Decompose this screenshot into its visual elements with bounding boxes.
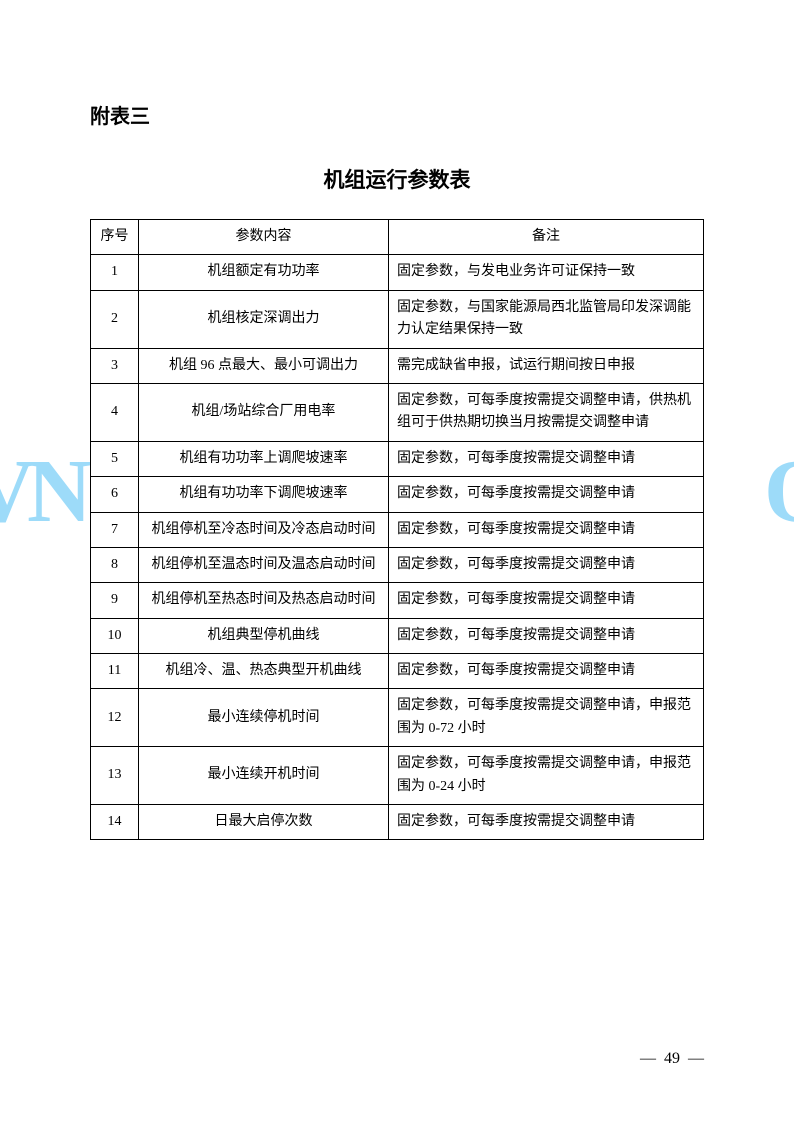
cell-remark: 固定参数，可每季度按需提交调整申请 — [389, 805, 704, 840]
cell-seq: 4 — [91, 383, 139, 441]
cell-remark: 固定参数，可每季度按需提交调整申请，申报范围为 0-24 小时 — [389, 747, 704, 805]
footer-dash-left: — — [640, 1050, 656, 1067]
cell-remark: 固定参数，可每季度按需提交调整申请 — [389, 547, 704, 582]
table-row: 5 机组有功功率上调爬坡速率 固定参数，可每季度按需提交调整申请 — [91, 441, 704, 476]
page-title: 机组运行参数表 — [90, 164, 704, 194]
cell-seq: 12 — [91, 689, 139, 747]
cell-remark: 固定参数，可每季度按需提交调整申请 — [389, 618, 704, 653]
cell-param: 机组核定深调出力 — [139, 290, 389, 348]
cell-param: 机组 96 点最大、最小可调出力 — [139, 348, 389, 383]
table-body: 1 机组额定有功功率 固定参数，与发电业务许可证保持一致 2 机组核定深调出力 … — [91, 255, 704, 840]
table-row: 12 最小连续停机时间 固定参数，可每季度按需提交调整申请，申报范围为 0-72… — [91, 689, 704, 747]
page-footer: — 49 — — [640, 1050, 704, 1068]
cell-param: 机组额定有功功率 — [139, 255, 389, 290]
header-param: 参数内容 — [139, 220, 389, 255]
section-label: 附表三 — [90, 100, 704, 129]
cell-seq: 6 — [91, 477, 139, 512]
table-row: 7 机组停机至冷态时间及冷态启动时间 固定参数，可每季度按需提交调整申请 — [91, 512, 704, 547]
cell-param: 机组停机至热态时间及热态启动时间 — [139, 583, 389, 618]
cell-seq: 10 — [91, 618, 139, 653]
cell-param: 最小连续停机时间 — [139, 689, 389, 747]
cell-seq: 8 — [91, 547, 139, 582]
cell-param: 最小连续开机时间 — [139, 747, 389, 805]
cell-seq: 1 — [91, 255, 139, 290]
cell-param: 机组冷、温、热态典型开机曲线 — [139, 654, 389, 689]
cell-param: 机组有功功率上调爬坡速率 — [139, 441, 389, 476]
cell-seq: 2 — [91, 290, 139, 348]
cell-param: 机组停机至冷态时间及冷态启动时间 — [139, 512, 389, 547]
table-row: 4 机组/场站综合厂用电率 固定参数，可每季度按需提交调整申请，供热机组可于供热… — [91, 383, 704, 441]
table-row: 1 机组额定有功功率 固定参数，与发电业务许可证保持一致 — [91, 255, 704, 290]
cell-seq: 14 — [91, 805, 139, 840]
cell-seq: 11 — [91, 654, 139, 689]
cell-param: 机组停机至温态时间及温态启动时间 — [139, 547, 389, 582]
table-row: 9 机组停机至热态时间及热态启动时间 固定参数，可每季度按需提交调整申请 — [91, 583, 704, 618]
footer-dash-right: — — [688, 1050, 704, 1067]
cell-remark: 需完成缺省申报，试运行期间按日申报 — [389, 348, 704, 383]
table-row: 10 机组典型停机曲线 固定参数，可每季度按需提交调整申请 — [91, 618, 704, 653]
page-number: 49 — [664, 1050, 680, 1067]
cell-remark: 固定参数，可每季度按需提交调整申请 — [389, 441, 704, 476]
table-row: 11 机组冷、温、热态典型开机曲线 固定参数，可每季度按需提交调整申请 — [91, 654, 704, 689]
header-seq: 序号 — [91, 220, 139, 255]
cell-remark: 固定参数，与发电业务许可证保持一致 — [389, 255, 704, 290]
page-content: 附表三 机组运行参数表 序号 参数内容 备注 1 机组额定有功功率 固定参数，与… — [0, 0, 794, 900]
cell-remark: 固定参数，与国家能源局西北监管局印发深调能力认定结果保持一致 — [389, 290, 704, 348]
cell-seq: 3 — [91, 348, 139, 383]
header-remark: 备注 — [389, 220, 704, 255]
cell-remark: 固定参数，可每季度按需提交调整申请，供热机组可于供热期切换当月按需提交调整申请 — [389, 383, 704, 441]
table-row: 6 机组有功功率下调爬坡速率 固定参数，可每季度按需提交调整申请 — [91, 477, 704, 512]
cell-param: 机组/场站综合厂用电率 — [139, 383, 389, 441]
cell-seq: 7 — [91, 512, 139, 547]
table-row: 8 机组停机至温态时间及温态启动时间 固定参数，可每季度按需提交调整申请 — [91, 547, 704, 582]
table-row: 14 日最大启停次数 固定参数，可每季度按需提交调整申请 — [91, 805, 704, 840]
table-row: 2 机组核定深调出力 固定参数，与国家能源局西北监管局印发深调能力认定结果保持一… — [91, 290, 704, 348]
cell-param: 机组有功功率下调爬坡速率 — [139, 477, 389, 512]
cell-remark: 固定参数，可每季度按需提交调整申请，申报范围为 0-72 小时 — [389, 689, 704, 747]
cell-seq: 5 — [91, 441, 139, 476]
cell-seq: 13 — [91, 747, 139, 805]
cell-remark: 固定参数，可每季度按需提交调整申请 — [389, 583, 704, 618]
parameters-table: 序号 参数内容 备注 1 机组额定有功功率 固定参数，与发电业务许可证保持一致 … — [90, 219, 704, 840]
cell-param: 日最大启停次数 — [139, 805, 389, 840]
table-header-row: 序号 参数内容 备注 — [91, 220, 704, 255]
cell-remark: 固定参数，可每季度按需提交调整申请 — [389, 512, 704, 547]
table-row: 13 最小连续开机时间 固定参数，可每季度按需提交调整申请，申报范围为 0-24… — [91, 747, 704, 805]
cell-remark: 固定参数，可每季度按需提交调整申请 — [389, 654, 704, 689]
cell-seq: 9 — [91, 583, 139, 618]
cell-param: 机组典型停机曲线 — [139, 618, 389, 653]
cell-remark: 固定参数，可每季度按需提交调整申请 — [389, 477, 704, 512]
table-row: 3 机组 96 点最大、最小可调出力 需完成缺省申报，试运行期间按日申报 — [91, 348, 704, 383]
